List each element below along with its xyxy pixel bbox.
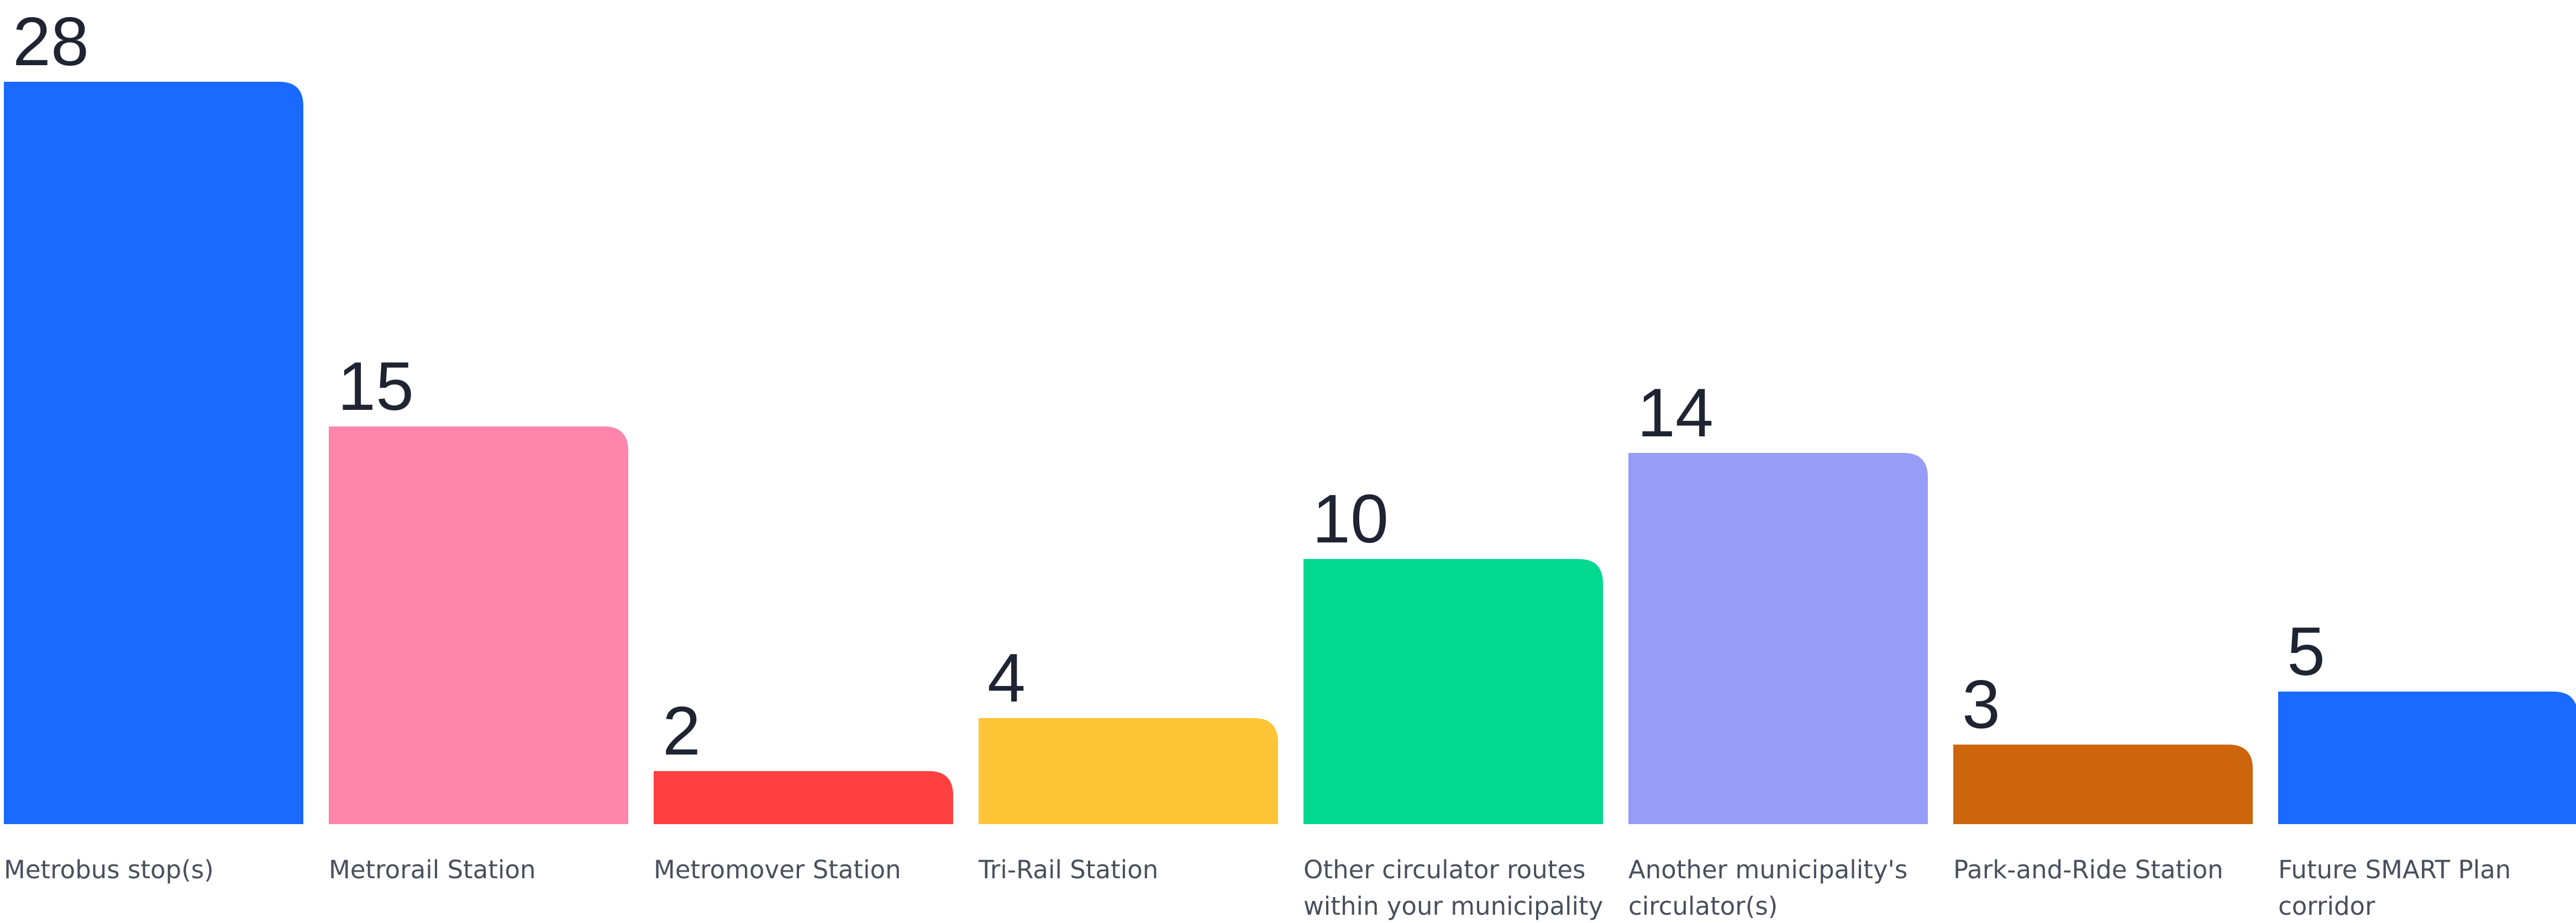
category-label-line: Metromover Station: [654, 855, 901, 884]
bar-1: [4, 82, 303, 824]
category-label-line: Park-and-Ride Station: [1953, 855, 2223, 884]
bar-2: [329, 426, 628, 824]
category-label-line: Future SMART Plan: [2278, 855, 2511, 884]
category-label-2: Metrorail Station: [329, 855, 536, 884]
category-label-line: Metrorail Station: [329, 855, 536, 884]
bar-3: [654, 771, 953, 824]
category-label-line: Metrobus stop(s): [4, 855, 214, 884]
bar-8: [2278, 692, 2576, 824]
bar-5: [1303, 559, 1603, 824]
value-label-4: 4: [987, 640, 1026, 716]
value-label-6: 14: [1637, 375, 1713, 451]
value-label-5: 10: [1312, 481, 1389, 557]
category-label-3: Metromover Station: [654, 855, 901, 884]
category-labels-group: Metrobus stop(s) Metrorail Station Metromo…: [4, 855, 2511, 921]
category-label-4: Tri-Rail Station: [978, 855, 1158, 884]
category-label-line: Another municipality's: [1628, 855, 1907, 884]
value-label-8: 5: [2287, 614, 2325, 690]
category-label-7: Park-and-Ride Station: [1953, 855, 2223, 884]
bar-7: [1953, 745, 2253, 824]
category-label-8: Future SMART Plan corridor: [2278, 855, 2511, 921]
value-label-3: 2: [663, 693, 701, 769]
category-label-line: Tri-Rail Station: [978, 855, 1158, 884]
value-label-7: 3: [1962, 667, 2000, 743]
category-label-1: Metrobus stop(s): [4, 855, 214, 884]
category-label-line: circulator(s): [1628, 892, 1778, 921]
value-label-2: 15: [338, 349, 414, 425]
value-labels-group: 28 15 2 4 10 14 3 5: [13, 4, 2325, 769]
bar-6: [1628, 453, 1928, 824]
bars-group: [4, 82, 2576, 824]
category-label-6: Another municipality's circulator(s): [1628, 855, 1907, 921]
category-label-line: corridor: [2278, 892, 2375, 921]
bar-4: [979, 718, 1278, 824]
category-label-line: within your municipality: [1303, 892, 1603, 921]
category-label-line: Other circulator routes: [1303, 855, 1586, 884]
value-label-1: 28: [13, 4, 89, 80]
category-label-5: Other circulator routes within your munic…: [1303, 855, 1603, 921]
